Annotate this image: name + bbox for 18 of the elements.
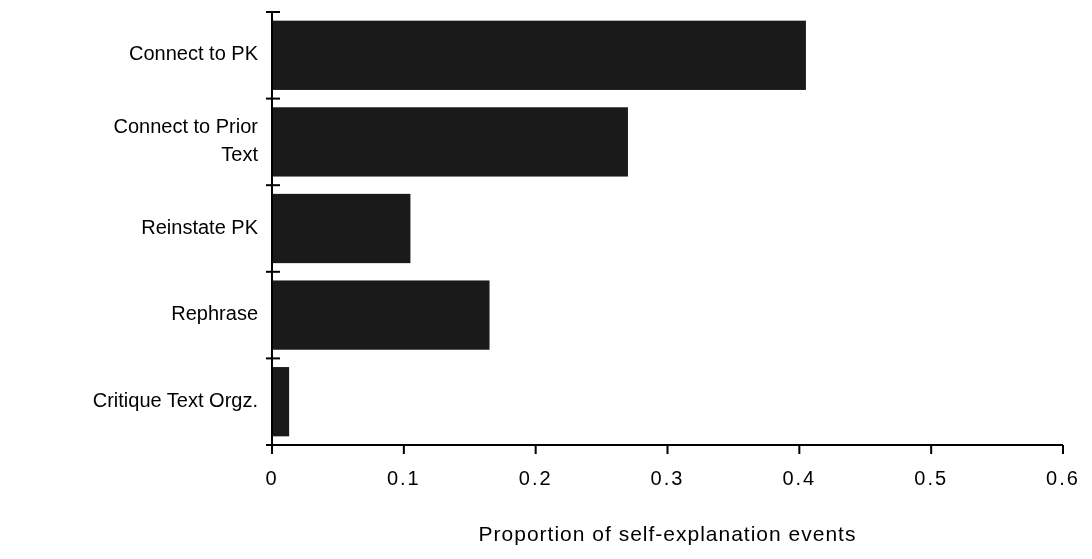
x-tick-label: 0.4 xyxy=(782,467,817,489)
bar xyxy=(272,107,628,177)
x-tick-label: 0.1 xyxy=(386,467,421,489)
x-tick-label: 0.6 xyxy=(1046,467,1080,489)
bar xyxy=(272,193,411,264)
bar xyxy=(272,280,490,350)
x-tick-label: 0.3 xyxy=(650,467,685,489)
y-tick-label: Connect to Prior Text xyxy=(113,115,259,166)
x-axis-title: Proportion of self-explanation events xyxy=(478,522,857,545)
x-tick-label: 0.2 xyxy=(518,467,553,489)
y-tick-label: Reinstate PK xyxy=(141,215,259,238)
y-tick-label: Critique Text Orgz. xyxy=(92,388,258,411)
y-tick-label: Rephrase xyxy=(171,302,258,325)
y-tick-label: Connect to PK xyxy=(129,42,259,65)
x-tick-label: 0 xyxy=(265,467,279,489)
x-tick-label: 0.5 xyxy=(914,467,949,489)
bar xyxy=(272,367,290,437)
bar xyxy=(272,20,806,90)
